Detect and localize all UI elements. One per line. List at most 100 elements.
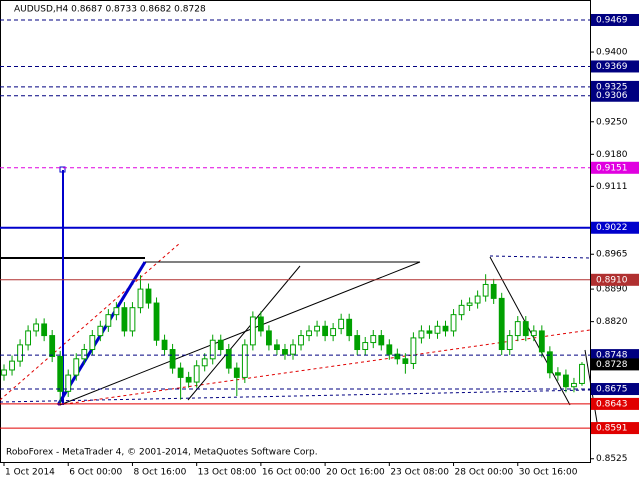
- candle-body: [65, 374, 72, 392]
- price-label: 0.9369: [596, 62, 628, 72]
- candle-body: [89, 335, 96, 351]
- candle-body: [81, 349, 88, 360]
- price-label-box: [591, 397, 639, 410]
- candle-body: [282, 349, 288, 355]
- y-tick-label: 0.8820: [596, 317, 628, 327]
- candle-body: [193, 365, 200, 383]
- candle-body: [161, 339, 168, 351]
- candle-body: [1, 369, 7, 376]
- price-label: 0.8728: [596, 360, 628, 370]
- price-label: 0.8675: [596, 385, 628, 395]
- candle-body: [225, 349, 232, 369]
- candle-body: [458, 304, 465, 316]
- price-label: 0.9325: [596, 82, 628, 92]
- candle-body: [506, 335, 513, 351]
- y-tick-label: 0.8525: [596, 454, 628, 464]
- candle-body: [346, 318, 353, 337]
- candle-body: [522, 321, 529, 337]
- candle-body: [378, 335, 385, 346]
- channel-line: [0, 389, 591, 403]
- candle-body: [145, 288, 152, 304]
- candle-body: [538, 330, 545, 353]
- candle-body: [354, 335, 361, 351]
- candle-body: [209, 339, 216, 360]
- price-label-box: [591, 161, 639, 174]
- price-label: 0.9022: [596, 223, 628, 233]
- x-tick-label: 16 Oct 00:00: [262, 468, 321, 478]
- candle-body: [17, 344, 23, 362]
- candle-body: [121, 307, 128, 332]
- price-label-box: [591, 60, 639, 73]
- price-label: 0.8748: [596, 351, 628, 361]
- candle-body: [25, 330, 32, 346]
- price-label-box: [591, 89, 639, 102]
- candle-body: [554, 372, 561, 376]
- candle-body: [314, 325, 320, 332]
- candle-body: [73, 358, 80, 376]
- x-tick-label: 13 Oct 08:00: [198, 468, 257, 478]
- candle-body: [362, 342, 369, 351]
- candle-body: [185, 376, 192, 383]
- y-tick-label: 0.9111: [596, 182, 628, 192]
- candle-body: [169, 349, 176, 369]
- y-tick-label: 0.9400: [596, 48, 628, 58]
- price-label: 0.9469: [596, 15, 628, 25]
- trend-line: [187, 265, 301, 401]
- y-tick-label: 0.8890: [596, 285, 628, 295]
- price-label-box: [591, 358, 639, 371]
- candle-body: [233, 367, 240, 378]
- footer: RoboForex - MetaTrader 4, © 2001-2014, M…: [6, 448, 318, 458]
- price-label-box: [591, 383, 639, 396]
- y-tick-label: 0.9250: [596, 117, 628, 127]
- candle-body: [217, 339, 224, 351]
- x-tick-label: 28 Oct 00:00: [455, 468, 514, 478]
- trend-line: [59, 261, 421, 406]
- candle-body: [370, 335, 377, 344]
- trend-line: [0, 242, 181, 401]
- candle-body: [330, 328, 337, 337]
- candle-body: [402, 358, 409, 364]
- price-label: 0.9151: [596, 163, 628, 173]
- price-label-box: [591, 422, 639, 435]
- candle-body: [298, 335, 304, 346]
- candle-body: [177, 367, 184, 378]
- candle-body: [490, 283, 497, 299]
- candle-body: [113, 307, 120, 316]
- price-label: 0.8591: [596, 424, 628, 434]
- candle-body: [474, 295, 481, 304]
- candle-body: [41, 323, 48, 337]
- candle-body: [257, 316, 264, 332]
- candle-body: [274, 344, 280, 351]
- candle-body: [418, 330, 425, 339]
- candle-body: [394, 353, 401, 360]
- candle-body: [514, 321, 521, 337]
- x-tick-label: 6 Oct 00:00: [69, 468, 122, 478]
- candle-body: [410, 337, 417, 364]
- candle-body: [450, 314, 457, 332]
- plot-frame: [0, 0, 591, 463]
- price-label-box: [591, 349, 639, 362]
- candle-body: [241, 344, 248, 378]
- x-tick-label: 30 Oct 16:00: [519, 468, 578, 478]
- candle-body: [129, 307, 136, 332]
- candle-body: [442, 325, 449, 332]
- x-tick-label: 23 Oct 08:00: [390, 468, 449, 478]
- candle-body: [137, 288, 144, 309]
- candle-body: [498, 297, 505, 351]
- price-label: 0.8643: [596, 399, 628, 409]
- y-tick-label: 0.9180: [596, 150, 628, 160]
- trend-line: [489, 256, 571, 406]
- candle-body: [530, 330, 537, 337]
- candle-body: [426, 330, 433, 334]
- y-tick-label: 0.8965: [596, 250, 628, 260]
- candle-body: [322, 325, 329, 337]
- candle-body: [105, 314, 112, 327]
- candle-body: [579, 363, 585, 384]
- candle-body: [266, 330, 272, 346]
- candle-body: [571, 382, 577, 388]
- candle-body: [290, 344, 296, 355]
- candle-body: [97, 325, 104, 337]
- candle-body: [563, 374, 569, 388]
- candle-body: [338, 318, 345, 330]
